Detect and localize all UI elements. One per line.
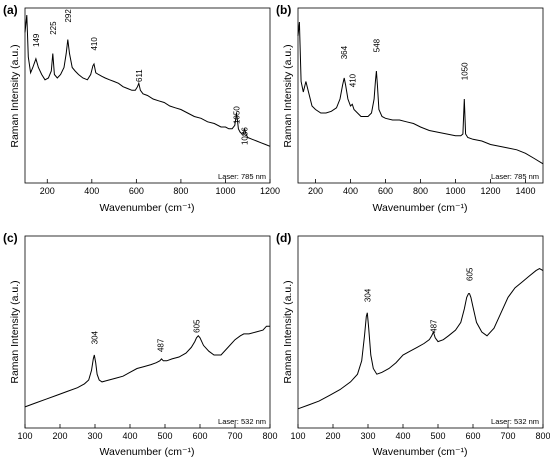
y-axis-title: Raman Intensity (a.u.)	[282, 44, 294, 147]
x-tick-label: 500	[430, 431, 445, 441]
x-tick-label: 200	[325, 431, 340, 441]
laser-note: Laser: 532 nm	[491, 417, 539, 426]
peak-label: 304	[363, 288, 372, 302]
peak-labels: 304 487 605	[363, 267, 474, 333]
x-tick-label: 800	[173, 186, 188, 196]
x-tick-label: 1200	[260, 186, 280, 196]
y-axis-title: Raman Intensity (a.u.)	[282, 280, 294, 383]
peak-label: 487	[429, 319, 438, 333]
x-tick-label: 600	[465, 431, 480, 441]
x-tick-label: 800	[535, 431, 550, 441]
peak-label: 410	[90, 37, 99, 51]
laser-note: Laser: 785 nm	[491, 172, 539, 181]
peak-label: 1086	[241, 127, 250, 145]
spectrum-line	[297, 21, 544, 165]
plot-frame	[297, 235, 544, 429]
panel-b: (b) Raman Intensity (a.u.) Wavenumber (c…	[276, 3, 544, 214]
panel-letter: (a)	[3, 3, 18, 17]
peak-labels: 364 410 548 1050	[340, 38, 469, 87]
spectrum-line	[24, 325, 270, 408]
peak-labels: 149 225 292 410 611 1050 1086	[32, 9, 250, 145]
x-axis-title: Wavenumber (cm⁻¹)	[100, 446, 195, 458]
panel-d: (d) Raman Intensity (a.u.) Wavenumber (c…	[276, 231, 550, 458]
x-tick-label: 400	[395, 431, 410, 441]
x-tick-label: 400	[122, 431, 137, 441]
peak-label: 605	[193, 319, 202, 333]
x-tick-label: 200	[308, 186, 323, 196]
peak-label: 364	[340, 45, 349, 59]
x-tick-label: 700	[227, 431, 242, 441]
x-axis-title: Wavenumber (cm⁻¹)	[100, 202, 195, 214]
x-tick-label: 100	[290, 431, 305, 441]
laser-note: Laser: 532 nm	[218, 417, 266, 426]
panel-a: (a) Raman Intensity (a.u.) Wavenumber (c…	[3, 3, 280, 214]
x-tick-label: 100	[17, 431, 32, 441]
x-tick-label: 200	[40, 186, 55, 196]
x-tick-label: 1000	[445, 186, 465, 196]
peak-label: 304	[90, 330, 99, 344]
peak-label: 611	[135, 69, 144, 82]
peak-labels: 304 487 605	[90, 319, 201, 352]
peak-label: 487	[156, 338, 165, 352]
x-tick-label: 200	[52, 431, 67, 441]
plot-frame	[24, 7, 271, 184]
x-tick-label: 300	[360, 431, 375, 441]
peak-label: 548	[372, 38, 381, 52]
x-ticks: 100 200 300 400 500 600 700 800	[290, 424, 550, 441]
x-ticks: 200 400 600 800 1000 1200	[40, 179, 280, 196]
x-tick-label: 500	[157, 431, 172, 441]
x-tick-label: 1200	[480, 186, 500, 196]
panel-letter: (d)	[276, 231, 291, 245]
spectrum-line	[24, 14, 271, 147]
peak-label: 410	[348, 73, 357, 87]
y-axis-title: Raman Intensity (a.u.)	[9, 44, 21, 147]
peak-label: 292	[64, 9, 73, 23]
x-tick-label: 800	[413, 186, 428, 196]
spectrum-line	[297, 268, 544, 410]
y-axis-title: Raman Intensity (a.u.)	[9, 280, 21, 383]
plot-frame	[297, 7, 544, 184]
x-tick-label: 700	[500, 431, 515, 441]
peak-label: 1050	[460, 62, 469, 80]
peak-label: 225	[49, 21, 58, 35]
x-axis-title: Wavenumber (cm⁻¹)	[373, 202, 468, 214]
plot-frame	[24, 235, 271, 429]
x-tick-label: 1400	[515, 186, 535, 196]
x-tick-label: 600	[129, 186, 144, 196]
x-axis-title: Wavenumber (cm⁻¹)	[373, 446, 468, 458]
laser-note: Laser: 785 nm	[218, 172, 266, 181]
x-tick-label: 400	[343, 186, 358, 196]
x-ticks: 200 400 600 800 1000 1200 1400	[308, 179, 536, 196]
peak-label: 149	[32, 33, 41, 47]
x-tick-label: 800	[262, 431, 277, 441]
panel-letter: (b)	[276, 3, 291, 17]
x-ticks: 100 200 300 400 500 600 700 800	[17, 424, 278, 441]
x-tick-label: 1000	[215, 186, 235, 196]
x-tick-label: 600	[378, 186, 393, 196]
x-tick-label: 400	[84, 186, 99, 196]
peak-label: 1050	[233, 106, 242, 124]
x-tick-label: 300	[87, 431, 102, 441]
x-tick-label: 600	[192, 431, 207, 441]
panel-c: (c) Raman Intensity (a.u.) Wavenumber (c…	[3, 231, 278, 458]
peak-label: 605	[466, 267, 475, 281]
panel-letter: (c)	[3, 231, 18, 245]
